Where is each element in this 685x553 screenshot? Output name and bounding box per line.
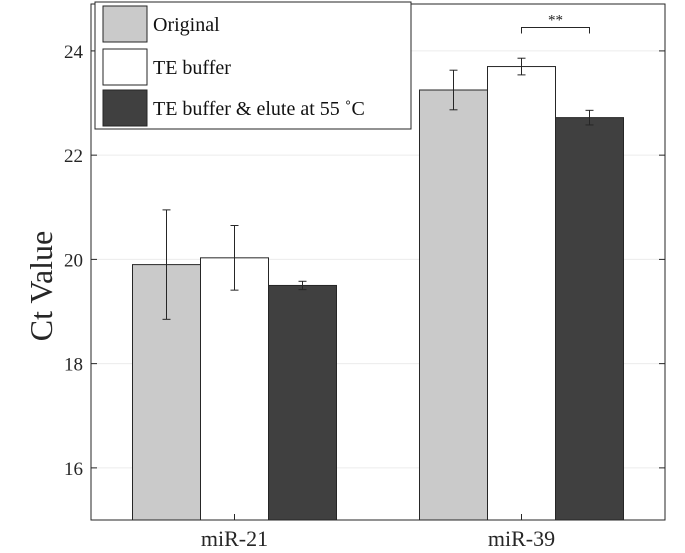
y-tick-label: 24: [64, 42, 84, 63]
y-tick-label: 22: [64, 146, 83, 167]
significance-annotations: **: [521, 12, 590, 34]
legend-items: Original TE buffer TE buffer & elute at 55…: [102, 5, 365, 127]
significance-label: **: [548, 12, 563, 28]
legend-swatch: [102, 48, 148, 86]
y-tick-label: 20: [64, 250, 83, 271]
legend: Original TE buffer TE buffer & elute at 55…: [94, 1, 412, 130]
legend-label: Original: [153, 14, 220, 36]
x-axis-ticks: miR-21 miR-39: [201, 514, 555, 551]
x-tick-label: miR-21: [201, 526, 268, 551]
legend-box: [94, 1, 412, 130]
legend-swatch: [102, 89, 148, 127]
bar-mir-21-series-2: [268, 284, 337, 521]
legend-swatch: [102, 5, 148, 43]
y-tick-label: 18: [64, 355, 83, 376]
y-axis-ticks: 16 18 20 22 24: [64, 42, 665, 480]
bar-mir-39-series-0: [419, 89, 488, 521]
bar-mir-39-series-1: [487, 66, 556, 521]
error-bars: [162, 57, 594, 320]
significance-bracket: [521, 26, 590, 34]
bar-mir-21-series-1: [200, 257, 269, 521]
bars: [132, 66, 624, 521]
legend-label: TE buffer & elute at 55 ˚C: [153, 98, 365, 120]
legend-label: TE buffer: [153, 57, 231, 79]
y-axis-label: Ct Value: [23, 231, 59, 342]
bar-mir-39-series-2: [555, 117, 624, 521]
y-tick-label: 16: [64, 459, 83, 480]
x-tick-label: miR-39: [488, 526, 555, 551]
